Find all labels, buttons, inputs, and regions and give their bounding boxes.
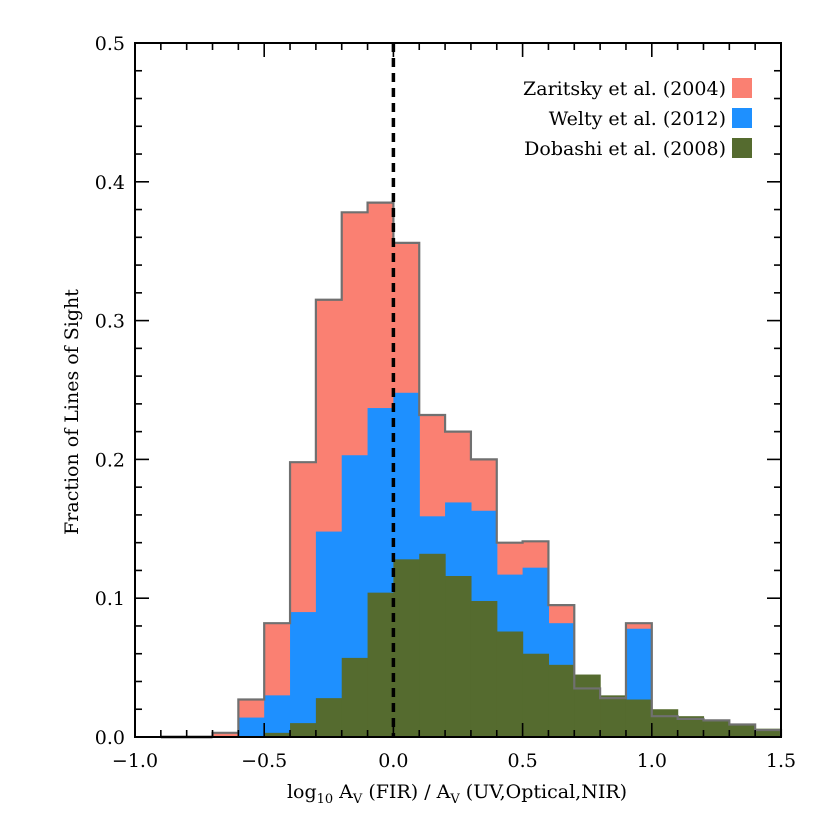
bar-dobashi — [729, 724, 756, 737]
bar-dobashi — [522, 653, 550, 737]
y-tick-label: 0.2 — [95, 449, 125, 471]
x-tick-label: 1.5 — [766, 750, 796, 772]
bar-dobashi — [393, 559, 420, 737]
bar-dobashi — [600, 695, 627, 737]
bar-dobashi — [341, 657, 369, 737]
legend-label: Zaritsky et al. (2004) — [523, 78, 726, 100]
x-tick-label: −0.5 — [241, 750, 287, 772]
bar-zaritsky — [212, 732, 239, 737]
histogram-outline — [211, 201, 783, 737]
bar-welty — [290, 612, 317, 737]
bar-dobashi — [367, 592, 394, 737]
x-tick-label: 0.0 — [378, 750, 408, 772]
bar-dobashi — [264, 732, 291, 737]
bar-dobashi — [625, 699, 653, 737]
x-axis-title-av2: A — [436, 781, 451, 803]
bar-dobashi — [755, 728, 782, 737]
y-axis-title: Fraction of Lines of Sight — [61, 289, 83, 535]
x-axis-title-av1: A — [338, 781, 353, 803]
y-tick-label: 0.1 — [95, 588, 125, 610]
bar-dobashi — [548, 664, 575, 737]
bar-dobashi — [419, 553, 446, 737]
x-axis-title: log10 AV (FIR) / AV (UV,Optical,NIR) — [287, 781, 627, 807]
x-tick-label: −1.0 — [112, 750, 158, 772]
bar-dobashi — [703, 720, 730, 737]
y-tick-label: 0.5 — [95, 33, 125, 55]
bar-dobashi — [470, 600, 498, 737]
bar-dobashi — [496, 631, 524, 737]
bar-welty — [238, 717, 265, 737]
bar-dobashi — [290, 723, 317, 737]
x-axis-title-mid: (FIR) / — [362, 781, 436, 803]
x-axis-title-av2-sub: V — [449, 792, 460, 807]
bar-dobashi — [445, 575, 472, 737]
histogram-outline-layer — [211, 201, 783, 737]
x-axis-title-tail: (UV,Optical,NIR) — [460, 781, 627, 803]
plot-frame — [134, 42, 782, 738]
bar-dobashi — [574, 674, 601, 737]
bar-dobashi — [315, 698, 343, 737]
legend-swatch — [732, 78, 752, 98]
x-tick-label: 1.0 — [637, 750, 667, 772]
x-axis-title-log-sub: 10 — [317, 792, 334, 807]
legend-swatch — [732, 138, 752, 158]
y-tick-label: 0.3 — [95, 311, 125, 333]
x-axis-title-log: log — [287, 781, 317, 803]
bar-welty — [264, 695, 291, 737]
y-tick-label: 0.4 — [95, 172, 125, 194]
bar-dobashi — [677, 716, 705, 737]
bar-dobashi — [651, 709, 679, 737]
bars-layer — [212, 202, 782, 737]
x-axis-title-av1-sub: V — [352, 792, 363, 807]
legend-swatch — [732, 108, 752, 128]
legend: Zaritsky et al. (2004) Welty et al. (2012… — [523, 78, 752, 160]
y-tick-label: 0.0 — [95, 727, 125, 749]
legend-label: Welty et al. (2012) — [549, 108, 726, 130]
legend-label: Dobashi et al. (2008) — [524, 138, 726, 160]
axes-layer: −1.0 −0.5 0.0 0.5 1.0 1.5 0.0 0.1 0.2 0.3 0.4 0.5 — [95, 33, 796, 772]
x-tick-label: 0.5 — [507, 750, 537, 772]
